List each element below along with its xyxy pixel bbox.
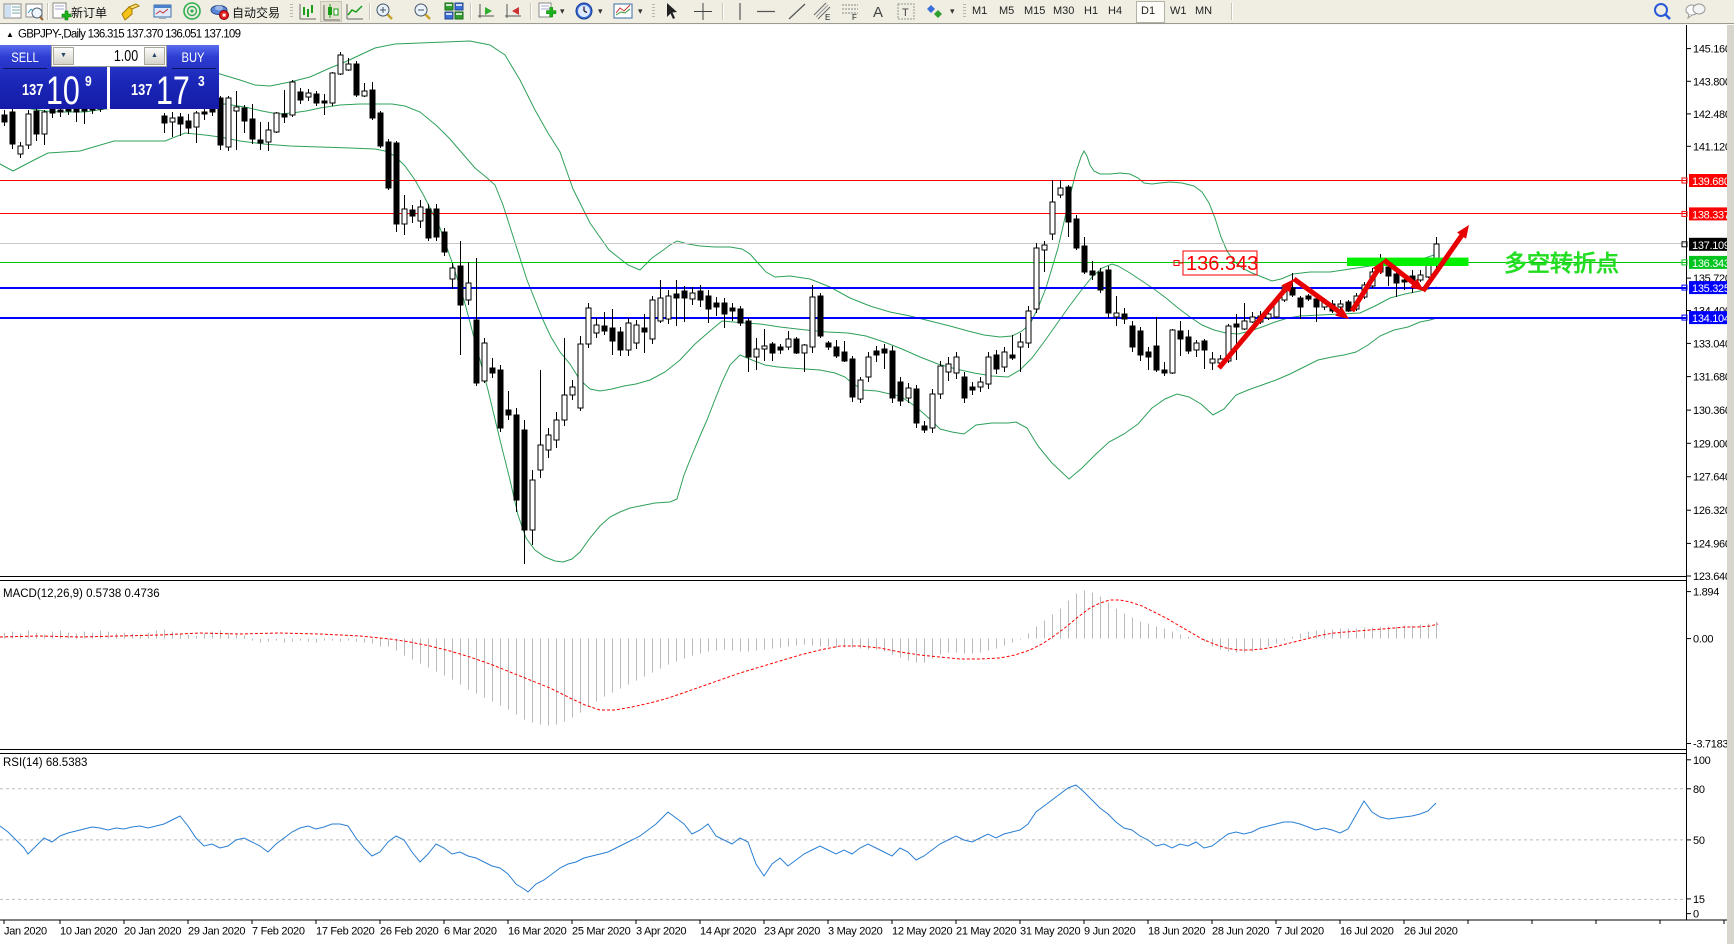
svg-text:0: 0	[1693, 909, 1699, 921]
svg-text:A: A	[873, 4, 883, 21]
svg-text:14 Apr 2020: 14 Apr 2020	[700, 926, 756, 938]
svg-text:RSI(14) 68.5383: RSI(14) 68.5383	[3, 757, 87, 769]
svg-text:137.109: 137.109	[1692, 240, 1730, 252]
svg-text:136.343: 136.343	[1692, 258, 1730, 270]
svg-text:7 Feb 2020: 7 Feb 2020	[252, 926, 305, 938]
svg-text:MACD(12,26,9) 0.5738 0.4736: MACD(12,26,9) 0.5738 0.4736	[3, 588, 160, 600]
svg-text:127.640: 127.640	[1693, 472, 1731, 484]
svg-text:123.640: 123.640	[1693, 571, 1731, 583]
svg-text:10 Jan 2020: 10 Jan 2020	[60, 926, 117, 938]
svg-text:31 May 2020: 31 May 2020	[1020, 926, 1080, 938]
svg-text:6 Mar 2020: 6 Mar 2020	[444, 926, 497, 938]
svg-text:18 Jun 2020: 18 Jun 2020	[1148, 926, 1205, 938]
svg-text:28 Jun 2020: 28 Jun 2020	[1212, 926, 1269, 938]
svg-text:126.320: 126.320	[1693, 505, 1731, 517]
svg-text:124.960: 124.960	[1693, 538, 1731, 550]
svg-text:138.337: 138.337	[1692, 209, 1730, 221]
svg-text:100: 100	[1693, 755, 1711, 767]
svg-text:15: 15	[1693, 894, 1705, 906]
svg-text:16 Mar 2020: 16 Mar 2020	[508, 926, 567, 938]
svg-text:26 Feb 2020: 26 Feb 2020	[380, 926, 439, 938]
svg-text:25 Mar 2020: 25 Mar 2020	[572, 926, 631, 938]
svg-text:23 Apr 2020: 23 Apr 2020	[764, 926, 820, 938]
svg-text:130.360: 130.360	[1693, 405, 1731, 417]
svg-text:145.160: 145.160	[1693, 44, 1731, 56]
svg-text:133.040: 133.040	[1693, 338, 1731, 350]
svg-text:21 May 2020: 21 May 2020	[956, 926, 1016, 938]
svg-text:12 May 2020: 12 May 2020	[892, 926, 952, 938]
svg-text:0.00: 0.00	[1693, 634, 1713, 646]
svg-text:E: E	[825, 13, 830, 22]
svg-text:7 Jul 2020: 7 Jul 2020	[1276, 926, 1324, 938]
svg-text:▲: ▲	[6, 30, 14, 39]
svg-text:50: 50	[1693, 835, 1705, 847]
svg-text:Jan 2020: Jan 2020	[4, 926, 47, 938]
svg-text:1.894: 1.894	[1693, 587, 1719, 599]
svg-text:9 Jun 2020: 9 Jun 2020	[1084, 926, 1136, 938]
svg-text:29 Jan 2020: 29 Jan 2020	[188, 926, 245, 938]
svg-text:139.680: 139.680	[1692, 176, 1730, 188]
svg-text:-3.7183: -3.7183	[1693, 739, 1728, 751]
svg-text:136.343: 136.343	[1186, 253, 1258, 275]
svg-text:141.120: 141.120	[1693, 141, 1731, 153]
svg-text:T: T	[902, 7, 909, 19]
svg-text:142.480: 142.480	[1693, 109, 1731, 121]
svg-text:3 Apr 2020: 3 Apr 2020	[636, 926, 686, 938]
svg-text:3 May 2020: 3 May 2020	[828, 926, 883, 938]
svg-text:17 Feb 2020: 17 Feb 2020	[316, 926, 375, 938]
svg-text:GBPJPY-,Daily 136.315 137.370: GBPJPY-,Daily 136.315 137.370 136.051 13…	[18, 29, 241, 41]
svg-text:135.325: 135.325	[1692, 283, 1730, 295]
svg-text:26 Jul 2020: 26 Jul 2020	[1404, 926, 1458, 938]
svg-text:143.800: 143.800	[1693, 76, 1731, 88]
svg-text:80: 80	[1693, 784, 1705, 796]
svg-text:129.000: 129.000	[1693, 438, 1731, 450]
svg-text:20 Jan 2020: 20 Jan 2020	[124, 926, 181, 938]
svg-text:16 Jul 2020: 16 Jul 2020	[1340, 926, 1394, 938]
svg-text:131.680: 131.680	[1693, 372, 1731, 384]
svg-text:多空转折点: 多空转折点	[1504, 250, 1619, 276]
svg-text:F: F	[852, 13, 857, 22]
svg-text:134.104: 134.104	[1692, 313, 1730, 325]
